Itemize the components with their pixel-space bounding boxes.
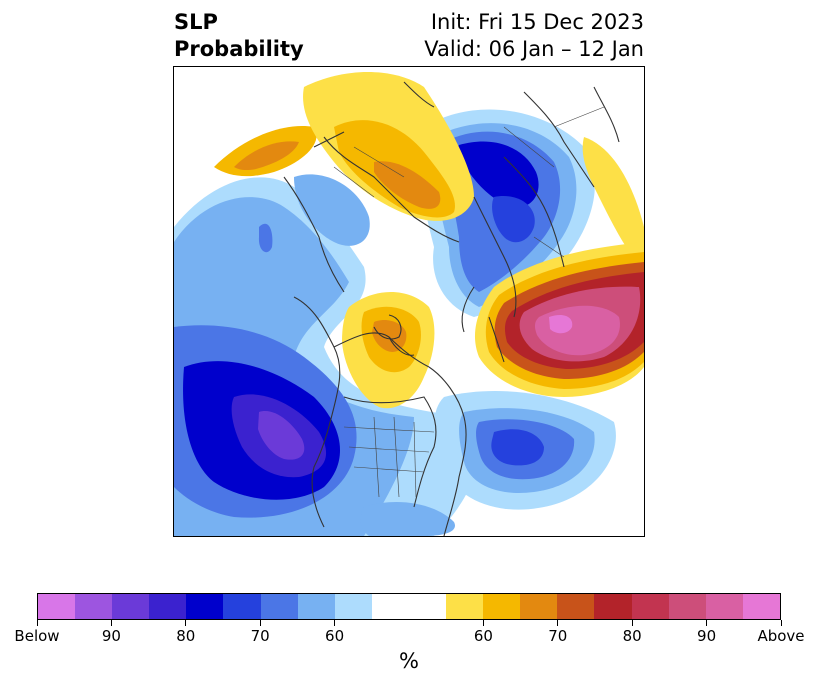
below-max-region-pacific (258, 411, 305, 460)
colorbar-tick-label: Below (14, 627, 60, 645)
colorbar-segment (371, 594, 409, 619)
colorbar-tick-label: Above (757, 627, 805, 645)
colorbar-segment (260, 594, 298, 619)
title-type: Probability (174, 37, 304, 61)
colorbar-tick (780, 620, 782, 626)
colorbar-tick-label: 90 (697, 627, 717, 645)
below-90-region-europe (457, 141, 539, 207)
below-region-siberia-small (258, 223, 273, 253)
colorbar-tick-label: 70 (250, 627, 270, 645)
colorbar-segment (742, 594, 780, 619)
colorbar-segment (483, 594, 521, 619)
above-region-bering-inner (234, 141, 299, 171)
colorbar-tick-label: 70 (548, 627, 568, 645)
colorbar-tick (631, 620, 633, 626)
colorbar-segment (408, 594, 447, 619)
above-peak-region-europe (549, 315, 573, 334)
coastlines (283, 81, 620, 536)
colorbar-tick (482, 620, 484, 626)
colorbar-segment (594, 594, 632, 619)
map-panel (173, 66, 645, 537)
colorbar-tick-label: 80 (622, 627, 642, 645)
colorbar-tick (557, 620, 559, 626)
colorbar-unit: % (399, 649, 419, 673)
title-variable: SLP (174, 10, 218, 34)
colorbar-segment (38, 594, 76, 619)
colorbar-tick (334, 620, 336, 626)
above-80-region-canada (372, 320, 407, 352)
below-region-siberia (294, 174, 370, 246)
colorbar-segment (557, 594, 595, 619)
title-left: SLP Probability (174, 9, 304, 63)
colorbar-tick-label: 60 (473, 627, 493, 645)
colorbar-segment (705, 594, 743, 619)
valid-range: Valid: 06 Jan – 12 Jan (424, 37, 644, 61)
colorbar-segment (631, 594, 669, 619)
colorbar-tick (706, 620, 708, 626)
title-right: Init: Fri 15 Dec 2023 Valid: 06 Jan – 12… (424, 9, 644, 63)
colorbar-segment (297, 594, 335, 619)
colorbar-tick (185, 620, 187, 626)
colorbar (37, 593, 781, 620)
colorbar-segment (223, 594, 261, 619)
colorbar-segment (446, 594, 484, 619)
below-region-east-us (360, 502, 455, 536)
below-region-baltic (492, 196, 535, 243)
below-90-region-atlantic (491, 429, 544, 466)
above-80-region-siberia (374, 161, 441, 209)
colorbar-segment (334, 594, 372, 619)
colorbar-segment (149, 594, 187, 619)
colorbar-tick-label: 90 (101, 627, 121, 645)
colorbar-tick (36, 620, 38, 626)
above-region-north-europe (582, 137, 644, 267)
colorbar-segment (112, 594, 150, 619)
borders (333, 106, 605, 498)
colorbar-segment (520, 594, 558, 619)
colorbar-tick (259, 620, 261, 626)
colorbar-segment (75, 594, 113, 619)
colorbar-segment (186, 594, 224, 619)
init-date: Init: Fri 15 Dec 2023 (430, 10, 644, 34)
colorbar-tick-label: 60 (325, 627, 345, 645)
colorbar-tick (110, 620, 112, 626)
probability-map (174, 72, 644, 536)
colorbar-segment (668, 594, 706, 619)
colorbar-tick-label: 80 (176, 627, 196, 645)
